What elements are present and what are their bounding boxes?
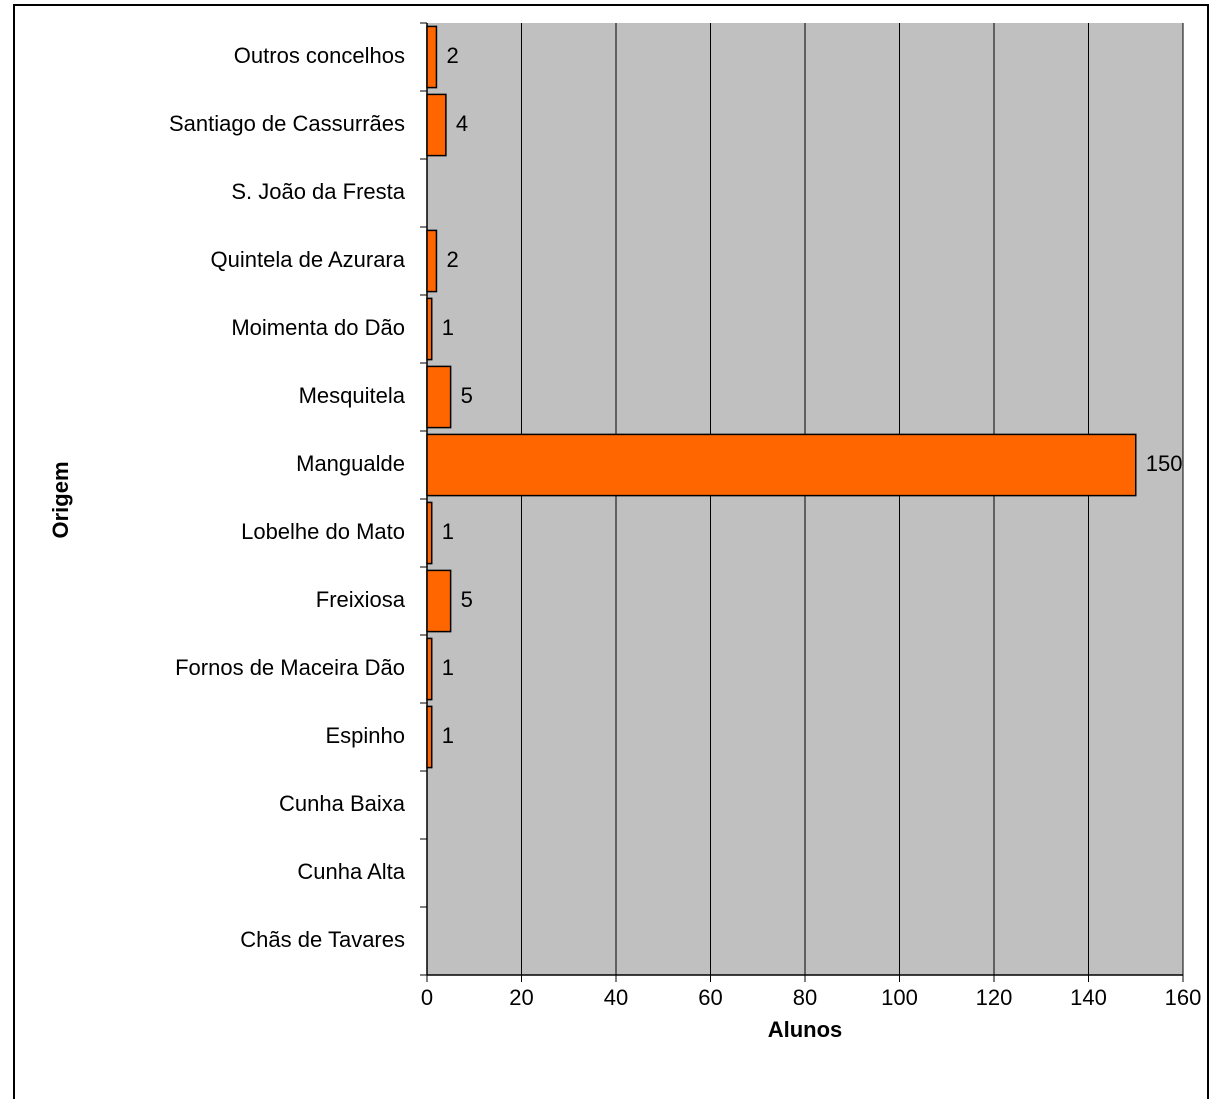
data-label: 1 (442, 655, 454, 680)
bar (426, 705, 433, 769)
bar (426, 229, 438, 293)
x-tick-label: 140 (1070, 985, 1107, 1010)
data-label: 4 (456, 111, 468, 136)
data-label: 5 (461, 587, 473, 612)
y-tick-label: Cunha Baixa (279, 791, 406, 816)
y-axis-title: Origem (48, 461, 73, 538)
data-label: 150 (1146, 451, 1183, 476)
bar (426, 365, 452, 429)
y-tick-label: Chãs de Tavares (240, 927, 405, 952)
y-tick-label: Lobelhe do Mato (241, 519, 405, 544)
x-tick-label: 80 (793, 985, 817, 1010)
x-tick-label: 160 (1165, 985, 1202, 1010)
x-tick-label: 100 (881, 985, 918, 1010)
data-label: 1 (442, 723, 454, 748)
data-label: 1 (442, 519, 454, 544)
bar (426, 637, 433, 701)
bar (426, 25, 438, 89)
data-label: 2 (446, 43, 458, 68)
y-tick-label: Moimenta do Dão (231, 315, 405, 340)
bar (426, 297, 433, 361)
y-tick-label: Mangualde (296, 451, 405, 476)
bar (426, 501, 433, 565)
x-tick-label: 0 (421, 985, 433, 1010)
bar (426, 433, 1137, 497)
y-tick-label: S. João da Fresta (231, 179, 405, 204)
x-tick-label: 40 (604, 985, 628, 1010)
y-tick-label: Mesquitela (299, 383, 406, 408)
y-tick-label: Quintela de Azurara (211, 247, 406, 272)
y-tick-label: Cunha Alta (297, 859, 405, 884)
y-tick-label: Santiago de Cassurrães (169, 111, 405, 136)
chart-frame (13, 4, 1209, 1099)
data-label: 1 (442, 315, 454, 340)
data-label: 2 (446, 247, 458, 272)
x-tick-label: 20 (509, 985, 533, 1010)
y-tick-label: Espinho (325, 723, 405, 748)
data-label: 5 (461, 383, 473, 408)
bar (426, 93, 447, 157)
y-tick-label: Outros concelhos (234, 43, 405, 68)
y-tick-label: Freixiosa (316, 587, 406, 612)
y-tick-label: Fornos de Maceira Dão (175, 655, 405, 680)
x-axis-title: Alunos (768, 1017, 843, 1042)
x-tick-label: 120 (976, 985, 1013, 1010)
x-tick-label: 60 (698, 985, 722, 1010)
bar (426, 569, 452, 633)
